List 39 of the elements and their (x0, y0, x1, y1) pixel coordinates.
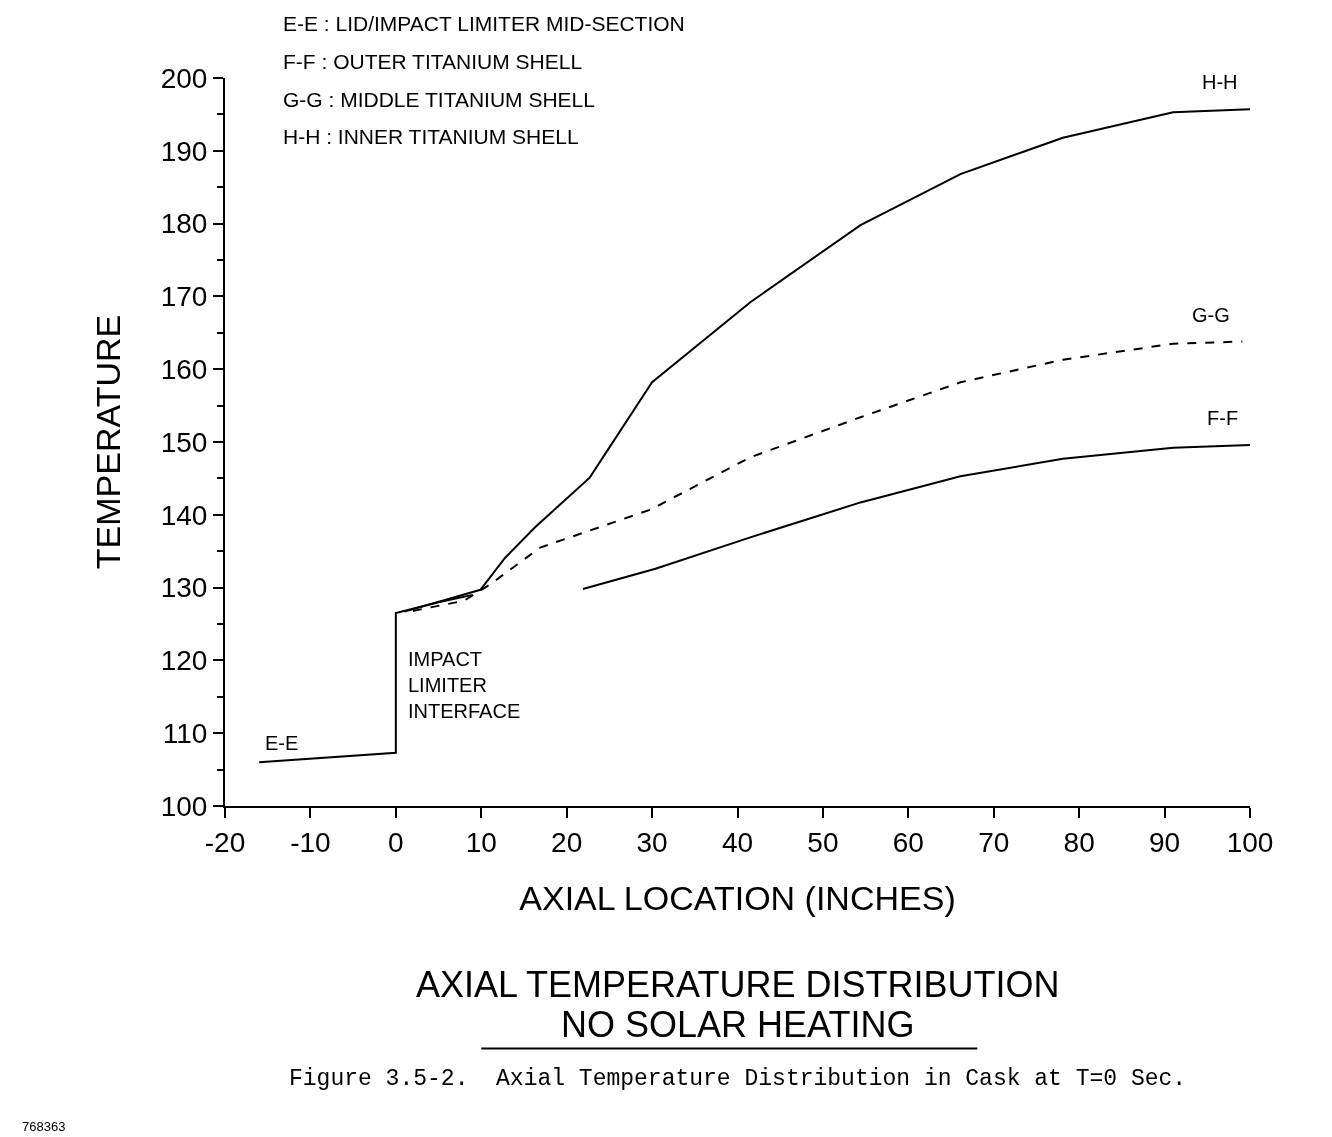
annotation: G-G : MIDDLE TITANIUM SHELL (283, 88, 595, 111)
y-tick-label: 170 (160, 281, 208, 313)
y-tick-label: 150 (160, 426, 208, 458)
text: E-E : LID/IMPACT LIMITER MID-SECTION (283, 12, 685, 35)
series-label: E-E (265, 732, 299, 754)
y-tick-label: 190 (160, 135, 208, 167)
x-tick-label: 20 (551, 826, 583, 858)
annotation: IMPACT LIMITER INTERFACE (408, 648, 521, 722)
y-tick-label: 200 (160, 62, 208, 94)
caption: Figure 3.5-2. Axial Temperature Distribution in Cask at T=0 Sec. (289, 1066, 1187, 1092)
series-label: H-H (1202, 71, 1238, 93)
x-tick-label: -10 (290, 826, 331, 858)
text: F-F : OUTER TITANIUM SHELL (283, 50, 583, 73)
text: AXIAL TEMPERATURE DISTRIBUTION (416, 964, 1060, 1005)
y-tick-label: 180 (160, 208, 208, 240)
annotation: H-H : INNER TITANIUM SHELL (283, 125, 579, 148)
x-tick-label: -20 (204, 826, 246, 858)
x-tick-label: 10 (465, 826, 497, 858)
series-label: F-F (1207, 407, 1239, 429)
x-tick-label: 100 (1226, 826, 1274, 858)
x-axis-title: AXIAL LOCATION (INCHES) (519, 879, 956, 918)
x-tick-label: 90 (1149, 826, 1181, 858)
x-tick-label: 30 (636, 826, 668, 858)
x-tick-label: 80 (1063, 826, 1095, 858)
y-tick-label: 140 (160, 499, 208, 531)
y-tick-label: 130 (160, 572, 208, 604)
text: NO SOLAR HEATING (561, 1004, 915, 1045)
x-tick-label: 70 (978, 826, 1010, 858)
y-axis-title: TEMPERATURE (88, 314, 127, 570)
series-label: G-G (1192, 304, 1230, 326)
y-tick-label: 160 (160, 354, 208, 385)
x-tick-label: 40 (721, 826, 754, 858)
y-tick-label: 120 (160, 645, 208, 677)
text: 768363 (22, 1119, 66, 1134)
y-tick-label: 100 (160, 790, 208, 822)
x-tick-label: 0 (388, 826, 404, 858)
x-tick-label: 60 (892, 826, 924, 858)
x-tick-label: 50 (807, 826, 839, 858)
y-tick-label: 110 (162, 718, 208, 749)
